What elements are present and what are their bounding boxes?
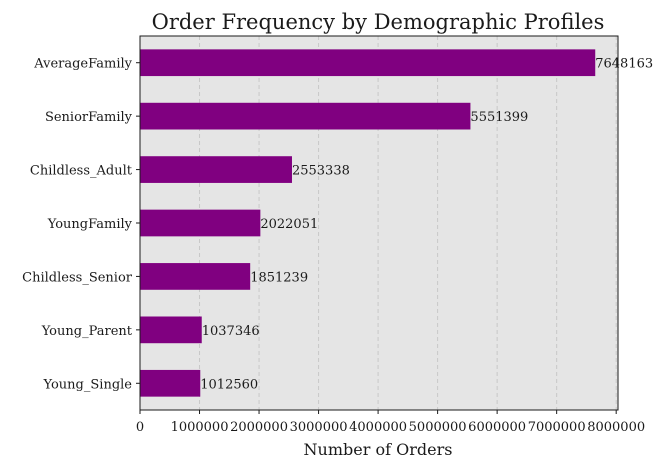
bar [140, 49, 596, 77]
value-label: 7648163 [595, 57, 653, 72]
y-tick-label: Childless_Adult [30, 164, 133, 179]
bars [140, 49, 596, 397]
value-label: 2022051 [260, 217, 318, 232]
bar [140, 156, 292, 183]
x-tick-label: 6000000 [468, 420, 526, 435]
bar [140, 263, 251, 290]
x-tick-label: 1000000 [171, 420, 229, 435]
bar [140, 209, 261, 237]
bar [140, 102, 471, 130]
bar [140, 316, 202, 344]
value-label: 2553338 [292, 164, 350, 179]
value-label: 1012560 [200, 377, 258, 392]
value-label: 1037346 [202, 324, 260, 339]
y-tick-label: SeniorFamily [45, 110, 133, 125]
x-tick-label: 2000000 [230, 420, 288, 435]
y-tick-label: Young_Single [43, 377, 133, 392]
y-tick-label: Childless_Senior [22, 270, 133, 285]
x-tick-label: 8000000 [587, 420, 645, 435]
y-tick-label: AverageFamily [33, 57, 132, 72]
y-axis-ticks: AverageFamily SeniorFamily Childless_Adult… [22, 57, 140, 392]
y-tick-label: YoungFamily [47, 217, 133, 232]
plot-frame [139, 35, 619, 411]
x-tick-label: 7000000 [528, 420, 586, 435]
value-label: 1851239 [250, 270, 308, 285]
value-labels: 7648163 5551399 2553338 2022051 1851239 10373… [200, 57, 653, 393]
x-axis-ticks: 0 1000000 2000000 3000000 4000000 5000000 6000… [136, 410, 645, 435]
bar [140, 369, 201, 397]
x-axis-label: Number of Orders [304, 440, 453, 459]
chart-title: Order Frequency by Demographic Profiles [152, 10, 605, 34]
value-label: 5551399 [470, 110, 528, 125]
x-tick-label: 3000000 [290, 420, 348, 435]
y-tick-label: Young_Parent [41, 324, 133, 339]
x-tick-label: 5000000 [409, 420, 467, 435]
x-tick-label: 4000000 [349, 420, 407, 435]
x-tick-label: 0 [136, 420, 144, 435]
